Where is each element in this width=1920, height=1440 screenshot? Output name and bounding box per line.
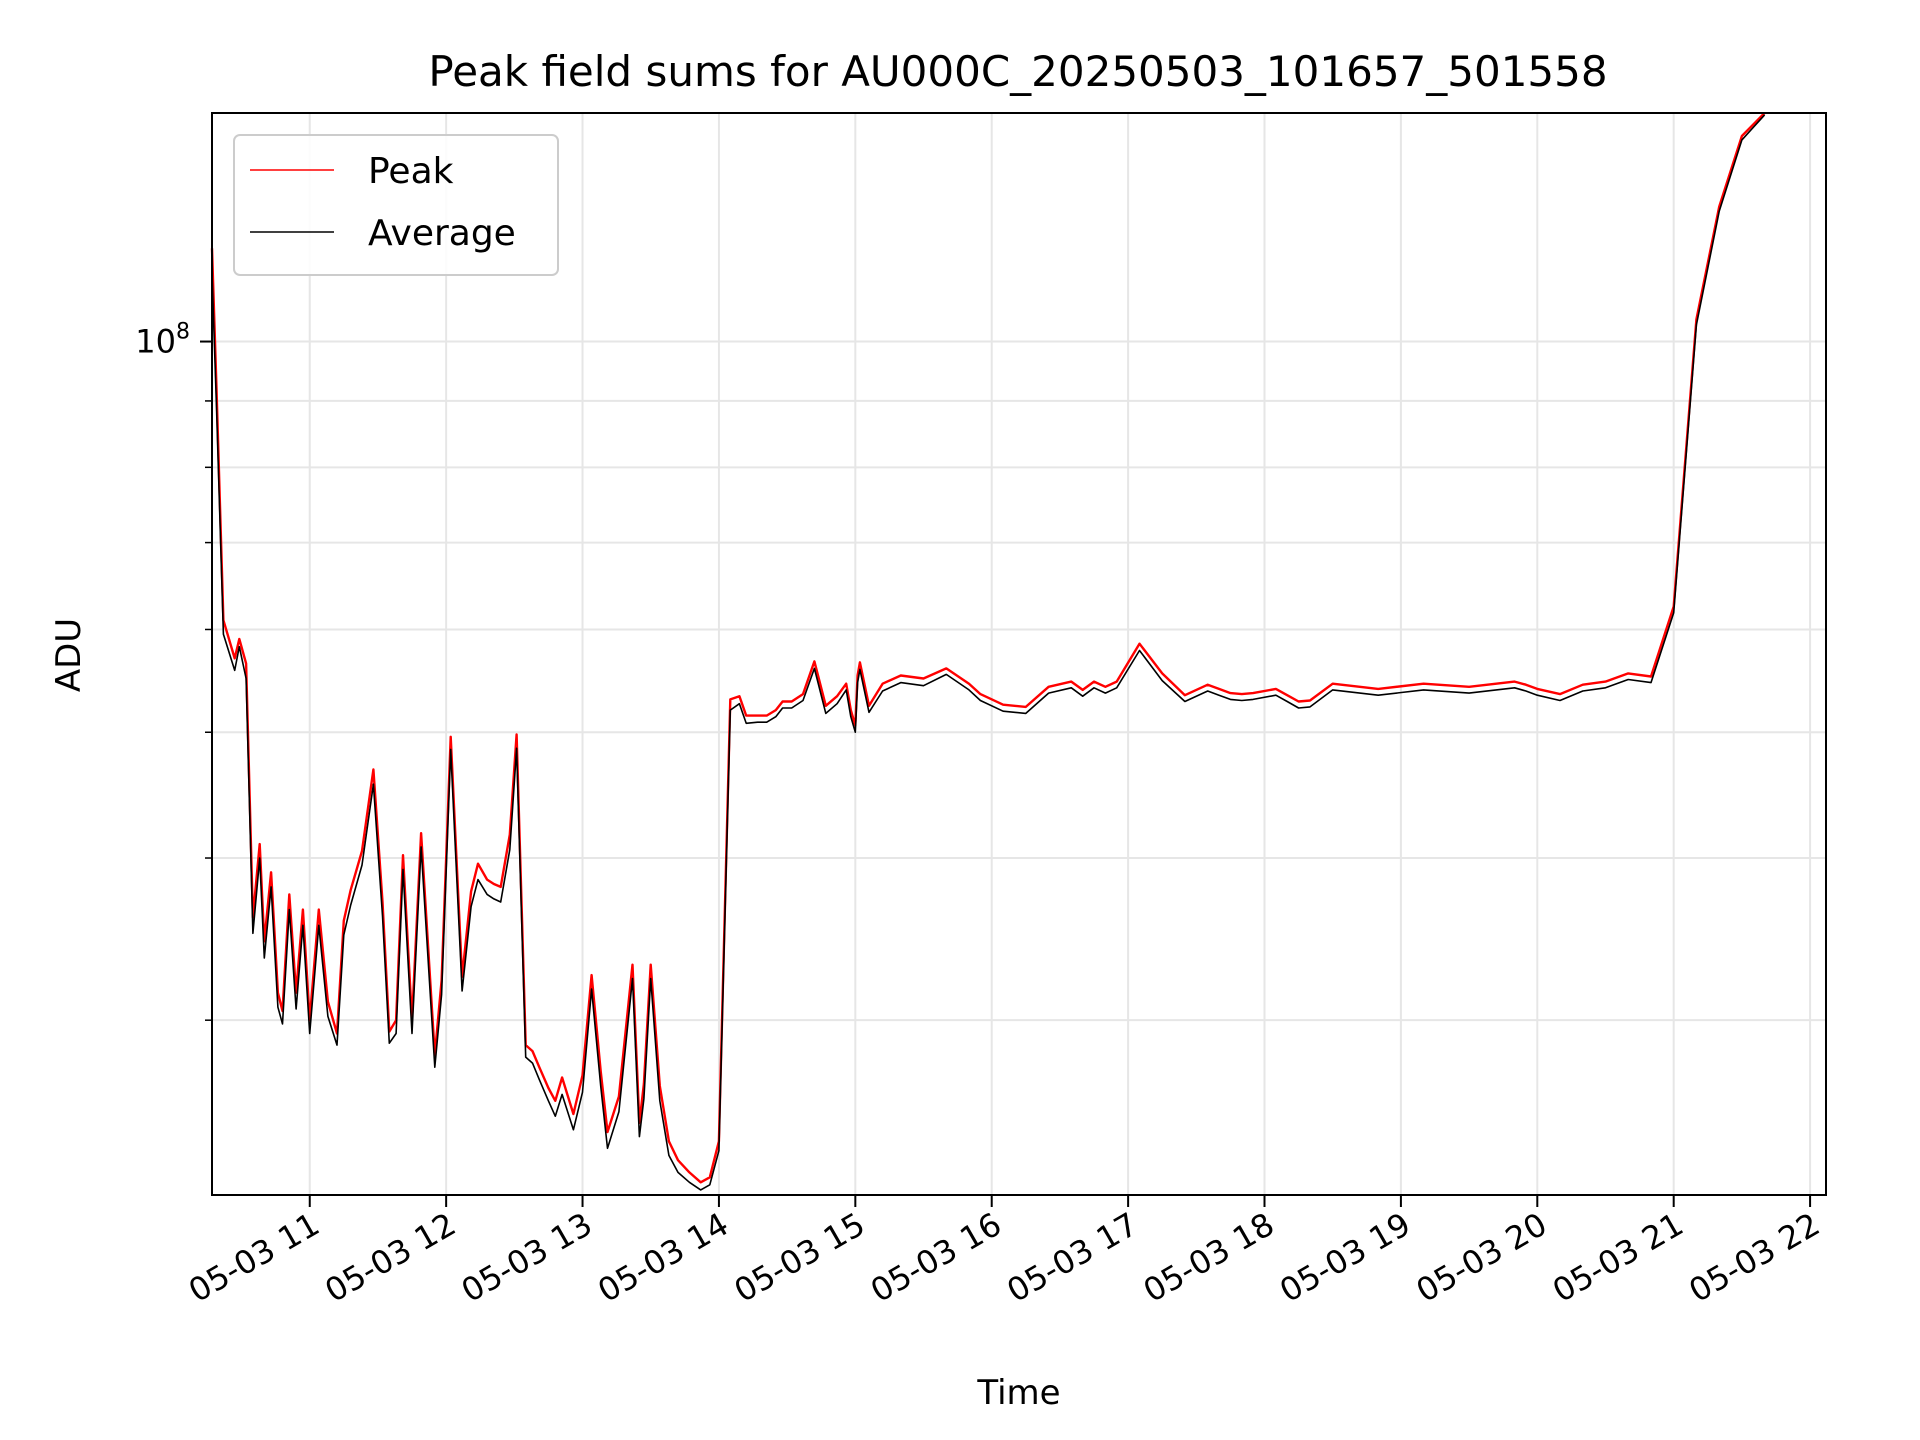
- series-line-peak: [210, 112, 1766, 1184]
- x-tick-label: 05-03 19: [1273, 1205, 1417, 1310]
- x-tick-label: 05-03 12: [319, 1205, 463, 1310]
- x-tick-label: 05-03 18: [1137, 1205, 1281, 1310]
- series-line-average: [211, 114, 1766, 1191]
- x-tick-label: 05-03 17: [1001, 1205, 1145, 1310]
- x-tick-label: 05-03 20: [1410, 1205, 1554, 1310]
- x-tick-label: 05-03 11: [182, 1205, 326, 1310]
- legend-label-average: Average: [368, 213, 516, 254]
- chart-title: Peak field sums for AU000C_20250503_1016…: [428, 47, 1607, 96]
- x-tick-label: 05-03 21: [1546, 1205, 1690, 1310]
- legend: Peak Average: [233, 134, 559, 276]
- y-axis-label: ADU: [49, 618, 89, 692]
- grid: [212, 113, 1826, 1195]
- series-layer: [210, 112, 1766, 1191]
- plot-area: [211, 112, 1827, 1196]
- x-tick-label: 05-03 13: [455, 1205, 599, 1310]
- legend-label-peak: Peak: [368, 151, 454, 192]
- x-tick-label: 05-03 16: [864, 1205, 1008, 1310]
- x-tick-label: 05-03 15: [728, 1205, 872, 1310]
- y-tick-label: 108: [135, 320, 190, 361]
- x-axis-label: Time: [976, 1373, 1060, 1413]
- y-axis: 108: [135, 320, 212, 1021]
- x-tick-label: 05-03 14: [591, 1205, 735, 1310]
- x-tick-label: 05-03 22: [1682, 1205, 1826, 1310]
